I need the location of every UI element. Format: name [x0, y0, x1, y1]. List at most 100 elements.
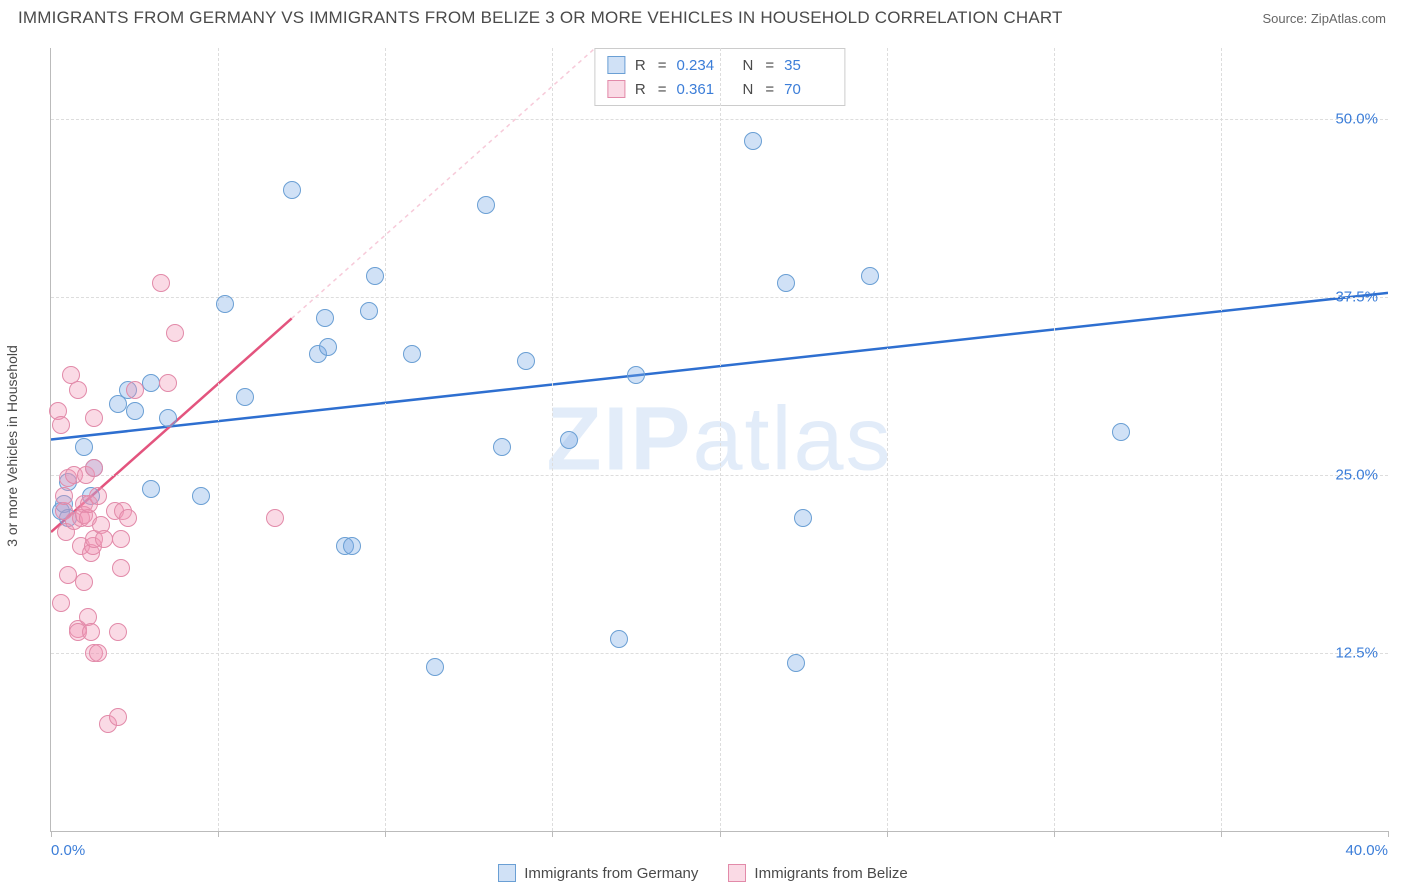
point-germany: [403, 345, 421, 363]
point-belize: [95, 530, 113, 548]
point-belize: [119, 509, 137, 527]
point-germany: [360, 302, 378, 320]
y-tick-label: 50.0%: [1335, 111, 1378, 128]
legend-swatch-germany: [607, 56, 625, 74]
watermark-light: atlas: [692, 389, 892, 489]
legend-item-germany: Immigrants from Germany: [498, 864, 698, 882]
point-germany: [283, 181, 301, 199]
point-belize: [69, 381, 87, 399]
point-belize: [112, 530, 130, 548]
legend-r-value: 0.234: [677, 57, 725, 74]
point-germany: [861, 267, 879, 285]
legend-swatch-germany: [498, 864, 516, 882]
point-germany: [777, 274, 795, 292]
x-tick: [1388, 831, 1389, 837]
x-tick-label: 40.0%: [1345, 842, 1388, 859]
point-germany: [192, 487, 210, 505]
x-tick: [720, 831, 721, 837]
y-tick-label: 37.5%: [1335, 289, 1378, 306]
point-belize: [109, 708, 127, 726]
point-germany: [126, 402, 144, 420]
gridline-v: [385, 48, 386, 831]
legend-n-label: N: [743, 57, 754, 74]
chart-title: IMMIGRANTS FROM GERMANY VS IMMIGRANTS FR…: [18, 8, 1063, 28]
legend-eq: =: [765, 57, 774, 74]
point-germany: [1112, 423, 1130, 441]
point-belize: [152, 274, 170, 292]
point-belize: [85, 459, 103, 477]
gridline-v: [552, 48, 553, 831]
point-belize: [112, 559, 130, 577]
legend-eq: =: [765, 81, 774, 98]
point-belize: [55, 487, 73, 505]
gridline-v: [1221, 48, 1222, 831]
y-tick-label: 25.0%: [1335, 467, 1378, 484]
point-germany: [517, 352, 535, 370]
legend-n-label: N: [743, 81, 754, 98]
gridline-v: [887, 48, 888, 831]
legend-r-label: R: [635, 57, 646, 74]
chart-source: Source: ZipAtlas.com: [1262, 11, 1386, 26]
legend-n-value: 70: [784, 81, 832, 98]
point-germany: [236, 388, 254, 406]
point-belize: [82, 623, 100, 641]
x-tick: [1221, 831, 1222, 837]
legend-label-belize: Immigrants from Belize: [754, 865, 907, 882]
point-germany: [477, 196, 495, 214]
x-tick: [51, 831, 52, 837]
point-germany: [142, 480, 160, 498]
point-germany: [493, 438, 511, 456]
trend-line-ext: [292, 48, 620, 318]
legend-swatch-belize: [728, 864, 746, 882]
point-germany: [627, 366, 645, 384]
point-belize: [266, 509, 284, 527]
point-belize: [166, 324, 184, 342]
point-germany: [426, 658, 444, 676]
gridline-v: [1054, 48, 1055, 831]
legend-item-belize: Immigrants from Belize: [728, 864, 907, 882]
point-belize: [126, 381, 144, 399]
point-belize: [59, 566, 77, 584]
point-germany: [787, 654, 805, 672]
series-legend: Immigrants from Germany Immigrants from …: [0, 864, 1406, 882]
point-germany: [744, 132, 762, 150]
point-germany: [560, 431, 578, 449]
x-tick: [1054, 831, 1055, 837]
y-tick-label: 12.5%: [1335, 645, 1378, 662]
point-belize: [109, 623, 127, 641]
legend-n-value: 35: [784, 57, 832, 74]
point-belize: [89, 487, 107, 505]
y-axis-title: 3 or more Vehicles in Household: [4, 345, 20, 547]
point-belize: [89, 644, 107, 662]
x-tick-label: 0.0%: [51, 842, 85, 859]
point-belize: [52, 594, 70, 612]
chart-plot-area: ZIPatlas R = 0.234 N = 35 R = 0.361 N = …: [50, 48, 1388, 832]
gridline-v: [720, 48, 721, 831]
x-tick: [887, 831, 888, 837]
legend-eq: =: [658, 81, 667, 98]
point-belize: [159, 374, 177, 392]
gridline-v: [218, 48, 219, 831]
point-belize: [52, 416, 70, 434]
point-germany: [316, 309, 334, 327]
legend-eq: =: [658, 57, 667, 74]
point-belize: [75, 573, 93, 591]
legend-r-value: 0.361: [677, 81, 725, 98]
point-germany: [343, 537, 361, 555]
point-germany: [142, 374, 160, 392]
x-tick: [552, 831, 553, 837]
legend-label-germany: Immigrants from Germany: [524, 865, 698, 882]
x-tick: [385, 831, 386, 837]
point-germany: [75, 438, 93, 456]
x-tick: [218, 831, 219, 837]
point-germany: [216, 295, 234, 313]
point-germany: [794, 509, 812, 527]
point-germany: [610, 630, 628, 648]
legend-r-label: R: [635, 81, 646, 98]
chart-header: IMMIGRANTS FROM GERMANY VS IMMIGRANTS FR…: [0, 0, 1406, 32]
point-germany: [159, 409, 177, 427]
point-belize: [85, 409, 103, 427]
legend-swatch-belize: [607, 80, 625, 98]
point-germany: [366, 267, 384, 285]
point-germany: [319, 338, 337, 356]
